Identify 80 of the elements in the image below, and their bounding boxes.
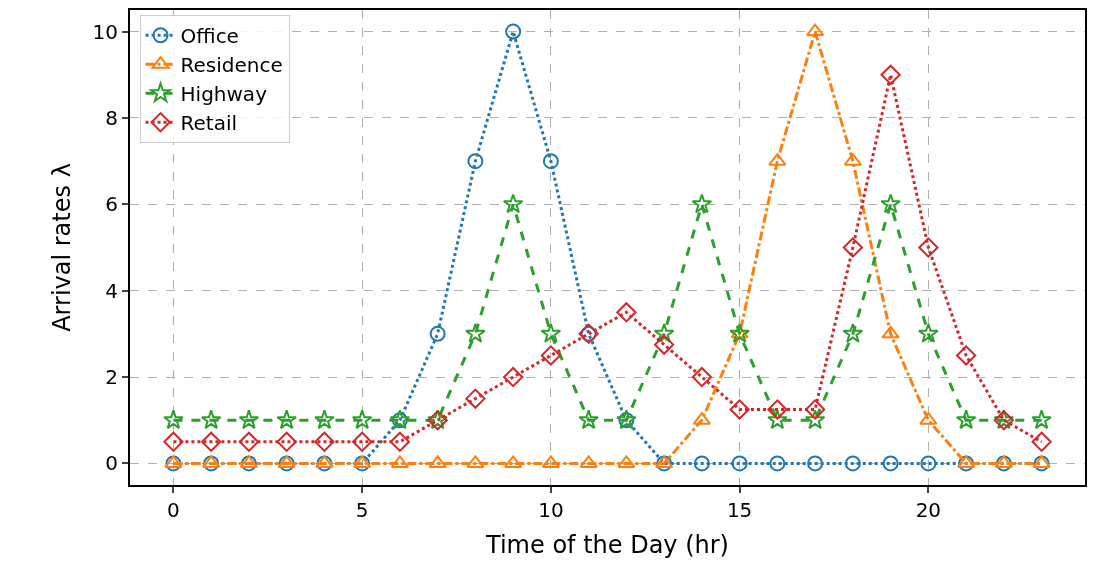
point: [502, 193, 524, 214]
point: [881, 325, 900, 339]
point: [806, 23, 825, 37]
point: [389, 431, 410, 452]
point: [238, 409, 260, 430]
point: [1033, 455, 1050, 472]
point: [804, 409, 826, 430]
point: [352, 431, 373, 452]
y-tick-label: 8: [105, 105, 118, 130]
point: [354, 455, 371, 472]
point: [503, 366, 524, 388]
point: [955, 409, 977, 430]
point: [731, 455, 748, 472]
point: [429, 325, 446, 342]
x-tick-label: 0: [167, 498, 180, 522]
point: [880, 64, 901, 85]
point: [542, 153, 559, 170]
y-tick-label: 0: [105, 451, 118, 476]
point: [163, 409, 184, 430]
point: [956, 345, 977, 366]
point: [201, 431, 222, 452]
point: [995, 455, 1012, 472]
point: [467, 153, 484, 170]
point: [844, 455, 861, 472]
legend-label: Highway: [180, 82, 268, 107]
point: [842, 237, 863, 258]
point: [918, 323, 939, 343]
point: [316, 455, 333, 472]
point: [240, 455, 257, 472]
point: [165, 455, 182, 472]
point: [238, 431, 259, 452]
point: [1031, 409, 1052, 430]
point: [918, 237, 939, 258]
point: [807, 455, 824, 472]
point: [882, 455, 899, 472]
point: [729, 399, 750, 420]
x-tick-label: 15: [726, 498, 753, 522]
point: [278, 455, 295, 472]
point: [958, 455, 975, 472]
point: [465, 323, 486, 343]
point: [163, 431, 184, 452]
point: [351, 409, 373, 430]
point: [505, 23, 522, 40]
x-tick-label: 20: [915, 498, 942, 522]
point: [693, 455, 710, 472]
point: [1031, 431, 1052, 452]
point: [691, 366, 712, 388]
point: [314, 431, 335, 452]
point: [769, 455, 786, 472]
point: [203, 455, 220, 472]
y-tick-label: 2: [105, 365, 118, 390]
point: [656, 455, 673, 472]
x-tick-label: 5: [355, 498, 369, 522]
point: [805, 399, 826, 420]
point: [767, 409, 788, 430]
point: [880, 193, 901, 214]
y-tick-label: 4: [105, 278, 118, 303]
legend-label: Retail: [180, 111, 238, 136]
point: [465, 388, 486, 409]
point: [654, 334, 675, 355]
point: [276, 431, 297, 452]
point: [200, 409, 222, 430]
point: [540, 323, 562, 343]
point: [842, 323, 864, 343]
point: [540, 345, 561, 366]
y-tick-label: 6: [105, 192, 118, 217]
point: [276, 409, 297, 430]
point: [767, 399, 788, 420]
legend-label: Office: [180, 24, 239, 49]
y-tick-label: 10: [92, 19, 118, 44]
y-axis-title: Arrival rates λ: [48, 163, 77, 332]
legend-label: Residence: [180, 53, 283, 78]
point: [920, 455, 937, 472]
x-tick-label: 10: [538, 498, 564, 522]
x-axis-title: Time of the Day (hr): [485, 530, 729, 559]
point: [691, 193, 713, 214]
point: [578, 409, 599, 430]
point: [616, 302, 637, 323]
point: [653, 323, 675, 343]
point: [314, 409, 335, 430]
